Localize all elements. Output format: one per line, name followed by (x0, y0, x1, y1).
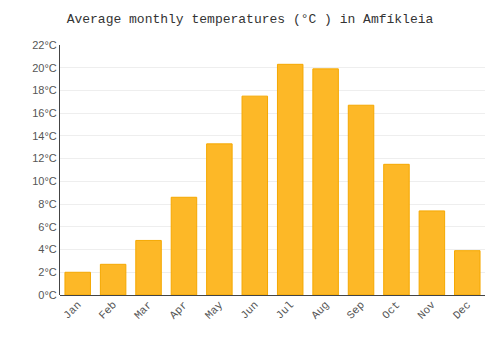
svg-text:Mar: Mar (132, 299, 154, 321)
svg-text:2°C: 2°C (38, 266, 57, 278)
svg-text:Oct: Oct (380, 299, 402, 321)
svg-text:Feb: Feb (97, 299, 119, 321)
svg-text:0°C: 0°C (38, 289, 57, 301)
svg-text:Nov: Nov (415, 299, 438, 322)
svg-text:Dec: Dec (451, 299, 473, 321)
svg-text:18°C: 18°C (32, 84, 57, 96)
svg-text:12°C: 12°C (32, 152, 57, 164)
svg-text:10°C: 10°C (32, 175, 57, 187)
svg-text:6°C: 6°C (38, 221, 57, 233)
svg-text:8°C: 8°C (38, 198, 57, 210)
svg-text:4°C: 4°C (38, 243, 57, 255)
svg-text:Apr: Apr (167, 299, 189, 321)
svg-text:Average monthly temperatures (: Average monthly temperatures (°C ) in Am… (67, 12, 434, 27)
svg-text:Jul: Jul (274, 299, 296, 321)
svg-text:May: May (203, 299, 226, 322)
svg-text:14°C: 14°C (32, 130, 57, 142)
svg-text:Sep: Sep (345, 299, 367, 321)
svg-text:16°C: 16°C (32, 107, 57, 119)
svg-text:Jan: Jan (61, 299, 83, 321)
svg-text:20°C: 20°C (32, 62, 57, 74)
svg-text:Aug: Aug (309, 299, 331, 321)
svg-text:22°C: 22°C (32, 39, 57, 51)
svg-text:Jun: Jun (238, 299, 260, 321)
